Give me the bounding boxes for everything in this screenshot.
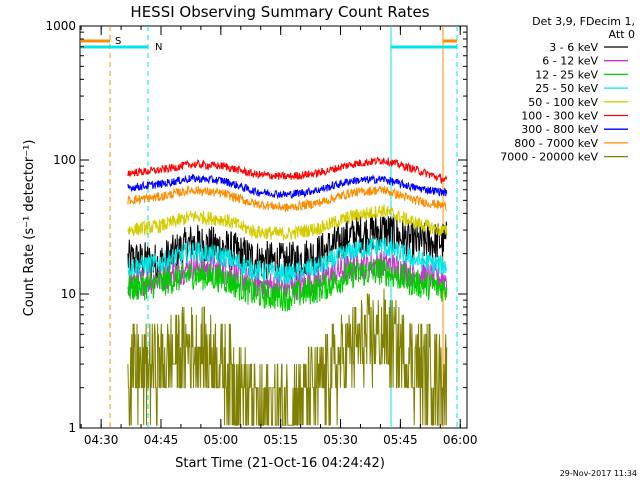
legend-label: 800 - 7000 keV bbox=[514, 137, 598, 150]
chart-title: HESSI Observing Summary Count Rates bbox=[130, 3, 429, 21]
legend-label: 7000 - 20000 keV bbox=[500, 151, 598, 164]
annotation-s: S bbox=[115, 36, 121, 47]
annotation-n: N bbox=[155, 42, 162, 53]
series-line bbox=[127, 204, 448, 241]
y-axis-label: Count Rate (s⁻¹ detector⁻¹) bbox=[22, 140, 37, 317]
legend-label: 3 - 6 keV bbox=[549, 41, 598, 54]
legend-label: 300 - 800 keV bbox=[521, 123, 598, 136]
series-line bbox=[127, 185, 448, 212]
x-axis-ticks: 04:30 04:45 05:00 05:15 05:30 05:45 06:00 bbox=[80, 26, 478, 447]
x-tick-label: 04:45 bbox=[144, 433, 179, 447]
x-tick-label: 04:30 bbox=[84, 433, 119, 447]
plot-frame bbox=[79, 25, 468, 429]
series-layer bbox=[127, 156, 448, 426]
x-tick-label: 05:30 bbox=[323, 433, 358, 447]
series-line bbox=[127, 236, 448, 285]
series-line bbox=[127, 174, 448, 200]
y-axis-ticks: 1 10 100 1000 bbox=[45, 19, 467, 435]
legend-label: 6 - 12 keV bbox=[542, 55, 598, 68]
y-tick-label: 10 bbox=[61, 287, 76, 301]
x-tick-label: 06:00 bbox=[443, 433, 478, 447]
x-axis-label: Start Time (21-Oct-16 04:24:42) bbox=[175, 456, 385, 471]
x-tick-label: 05:45 bbox=[383, 433, 418, 447]
series-line bbox=[127, 156, 448, 185]
y-tick-label: 100 bbox=[53, 153, 76, 167]
legend-header-line-2: Att 0 bbox=[609, 28, 635, 41]
legend-label: 50 - 100 keV bbox=[528, 96, 598, 109]
legend-header-line-1: Det 3,9, FDecim 1, bbox=[532, 15, 635, 28]
y-tick-label: 1000 bbox=[45, 19, 76, 33]
series-line bbox=[127, 256, 448, 312]
series-line bbox=[127, 249, 448, 301]
series-line bbox=[127, 288, 448, 426]
x-tick-label: 05:15 bbox=[263, 433, 298, 447]
legend-label: 100 - 300 keV bbox=[521, 110, 598, 123]
x-tick-label: 05:00 bbox=[204, 433, 239, 447]
legend-label: 12 - 25 keV bbox=[535, 68, 598, 81]
legend-label: 25 - 50 keV bbox=[535, 82, 598, 95]
y-tick-label: 1 bbox=[68, 421, 76, 435]
footer-date: 29-Nov-2017 11:34 bbox=[560, 469, 637, 478]
